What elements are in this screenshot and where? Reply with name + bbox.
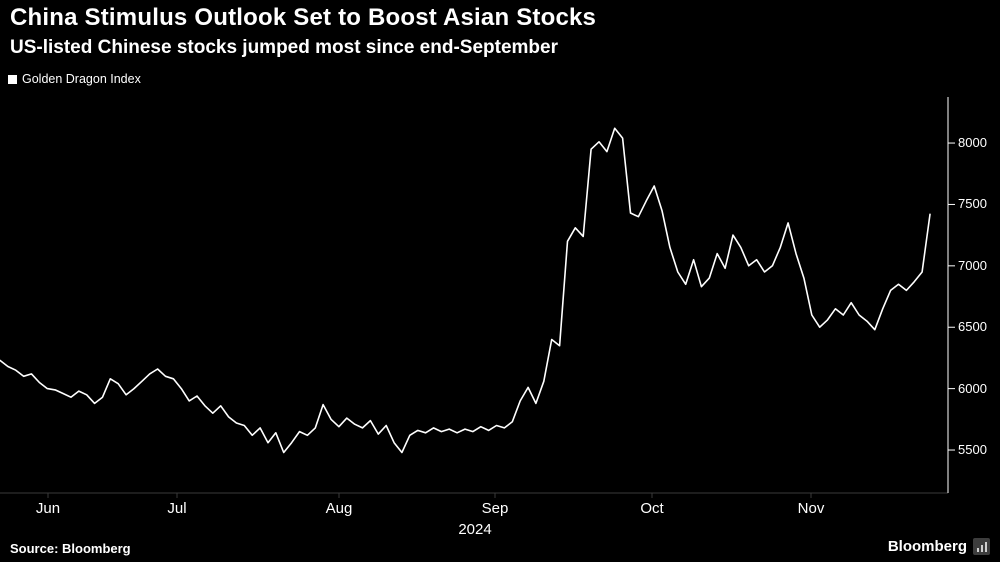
y-tick-label: 7500 [958, 196, 987, 212]
x-tick-label: Oct [640, 500, 664, 517]
y-tick-label: 7000 [958, 257, 987, 273]
chart-title: China Stimulus Outlook Set to Boost Asia… [10, 4, 597, 31]
y-tick-label: 8000 [958, 135, 987, 151]
y-tick-label: 6000 [958, 380, 987, 396]
index-line-series [0, 127, 931, 454]
x-axis-year-label: 2024 [458, 521, 492, 538]
legend-swatch-icon [8, 74, 17, 84]
legend: Golden Dragon Index [8, 72, 141, 86]
chart-subtitle: US-listed Chinese stocks jumped most sin… [10, 37, 558, 58]
x-tick-label: Aug [325, 500, 353, 517]
x-tick-label: Nov [797, 500, 825, 517]
y-tick-label: 6500 [958, 319, 987, 335]
bloomberg-logo: Bloomberg [888, 538, 990, 555]
bloomberg-terminal-bars-icon [973, 538, 990, 555]
bloomberg-wordmark: Bloomberg [887, 538, 967, 555]
source-note: Source: Bloomberg [10, 541, 131, 556]
y-tick-label: 5500 [958, 442, 987, 458]
x-tick-label: Sep [481, 500, 509, 517]
x-tick-label: Jun [35, 500, 61, 517]
legend-label: Golden Dragon Index [22, 72, 141, 86]
x-tick-label: Jul [167, 500, 187, 517]
